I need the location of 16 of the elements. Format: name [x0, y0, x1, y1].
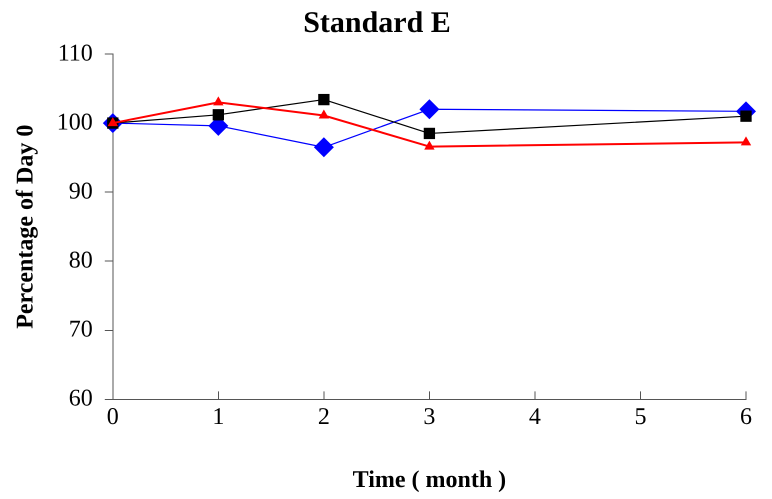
y-tick-label: 100: [56, 109, 93, 136]
x-axis-title: Time ( month ): [352, 466, 506, 493]
y-axis-title: Percentage of Day 0: [12, 124, 39, 329]
x-tick-label: 3: [423, 404, 436, 430]
y-tick-label: 80: [68, 248, 93, 274]
x-tick-label: 4: [528, 404, 541, 430]
y-tick-label: 70: [68, 316, 93, 343]
y-tick-label: 60: [68, 386, 93, 412]
y-tick-label: 90: [68, 178, 93, 204]
x-tick-label: 1: [212, 404, 224, 430]
x-tick-label: 0: [106, 404, 119, 430]
x-tick-label: 5: [634, 404, 646, 430]
x-tick-label: 2: [318, 404, 330, 430]
chart-title: Standard E: [303, 6, 451, 39]
x-tick-label: 6: [740, 404, 752, 430]
y-tick-label: 110: [58, 40, 93, 66]
